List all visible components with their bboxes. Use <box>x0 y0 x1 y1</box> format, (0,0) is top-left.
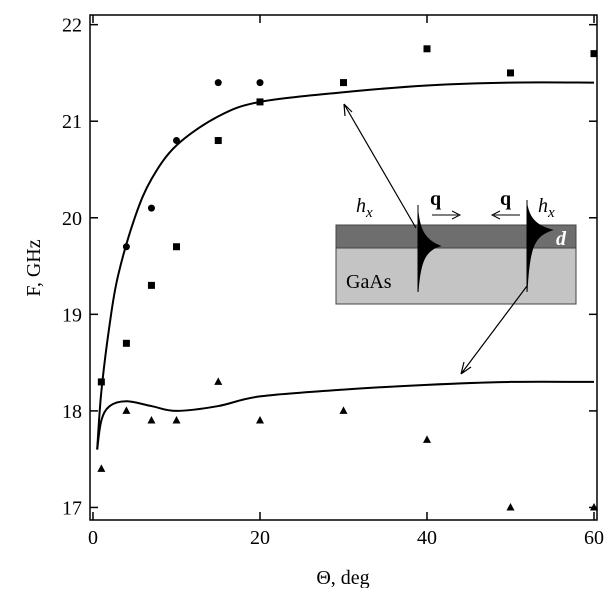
y-tick-label: 17 <box>62 497 82 519</box>
y-tick-label: 18 <box>62 401 82 423</box>
pulse <box>526 200 554 293</box>
point <box>507 69 514 77</box>
inset-label: hx <box>356 195 373 221</box>
point <box>256 416 264 424</box>
inset-label: q <box>500 188 511 210</box>
pointer-arrow <box>343 103 417 229</box>
pulse <box>417 205 442 293</box>
y-tick-label: 22 <box>62 15 82 37</box>
point <box>256 79 264 87</box>
point <box>590 50 598 58</box>
point <box>122 339 130 347</box>
point <box>214 377 223 385</box>
inset-label: q <box>430 188 441 210</box>
inset: hx q q hx d GaAs <box>335 103 577 375</box>
x-tick-label: 60 <box>584 527 604 549</box>
inset-label: GaAs <box>346 271 392 293</box>
point <box>147 281 155 289</box>
x-tick-label: 20 <box>250 527 270 549</box>
point <box>506 502 515 511</box>
x-tick-label: 0 <box>88 527 98 549</box>
inset-label: d <box>556 228 567 250</box>
x-tick-label: 40 <box>417 527 437 549</box>
point <box>423 45 431 53</box>
y-tick-label: 20 <box>62 208 82 230</box>
point <box>173 243 180 251</box>
point <box>97 464 106 472</box>
point <box>339 406 348 414</box>
arrow <box>490 210 520 220</box>
point <box>122 406 131 414</box>
y-tick-label: 19 <box>62 304 82 326</box>
film <box>335 224 577 249</box>
plot-frame <box>89 14 598 521</box>
point <box>340 79 347 87</box>
point <box>214 79 222 87</box>
point <box>172 416 181 424</box>
point <box>147 416 156 424</box>
y-axis-label: F, GHz <box>23 239 45 296</box>
point <box>214 137 222 145</box>
point <box>147 204 155 212</box>
point <box>173 137 180 145</box>
inset-label: hx <box>538 195 555 221</box>
arrow <box>432 210 462 220</box>
pointer-arrow <box>460 285 528 375</box>
point <box>590 502 598 511</box>
x-axis-label: Θ, deg <box>316 567 369 588</box>
y-tick-label: 21 <box>62 111 82 133</box>
curve <box>96 81 595 450</box>
point <box>423 435 431 443</box>
curve <box>96 380 595 450</box>
